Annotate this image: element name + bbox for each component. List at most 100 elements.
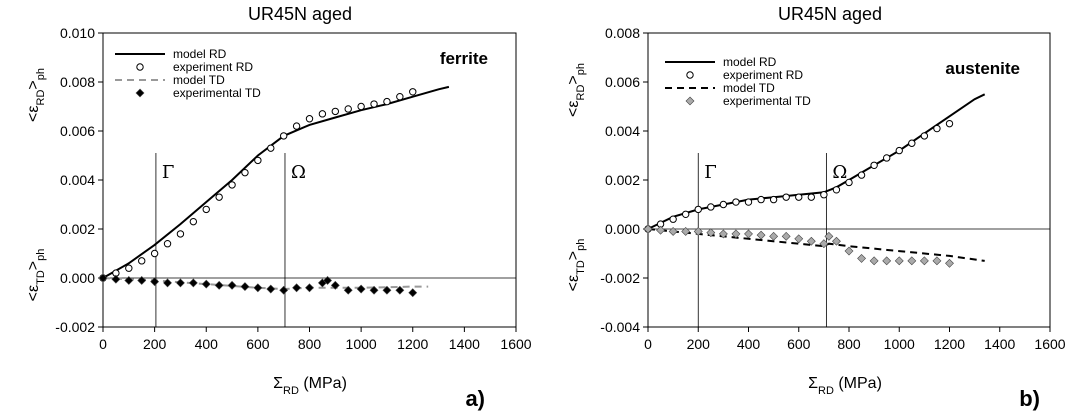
data-point	[908, 139, 916, 147]
marker-label: Ω	[832, 162, 847, 183]
data-point	[323, 276, 332, 285]
data-point	[343, 285, 353, 295]
x-tick-label: 0	[644, 336, 652, 352]
data-point	[757, 195, 765, 204]
data-point	[409, 88, 417, 96]
data-point	[253, 283, 263, 293]
legend-label: experimental TD	[723, 94, 811, 108]
x-tick-label: 1400	[984, 336, 1015, 352]
data-point	[945, 119, 954, 128]
data-point	[882, 154, 891, 162]
x-tick-label: 1000	[884, 336, 915, 352]
series-filled-diamond	[643, 224, 954, 268]
data-point	[176, 230, 185, 238]
data-point	[305, 115, 314, 123]
y-tick-label: 0.010	[60, 25, 95, 41]
y-tick-label: -0.002	[55, 319, 95, 335]
y-tick-label: 0.006	[605, 74, 640, 90]
legend-symbol	[685, 96, 695, 106]
data-point	[396, 93, 404, 101]
data-point	[832, 236, 841, 246]
y-tick-label: 0.000	[60, 270, 95, 286]
y-axis-label-top: <εRD>ph	[565, 63, 587, 117]
data-point	[356, 284, 366, 294]
data-point	[137, 276, 147, 285]
chart-title: UR45N aged	[248, 4, 352, 24]
data-point	[408, 288, 418, 298]
x-tick-label: 1200	[934, 336, 965, 352]
x-tick-label: 200	[143, 336, 167, 352]
data-point	[370, 100, 378, 108]
data-point	[794, 234, 804, 244]
data-point	[111, 274, 121, 284]
data-point	[781, 231, 791, 241]
chart-panel-0: 0 200 400 600 800 1000 1200 1400 1600 -0.002 0.000…	[25, 4, 532, 411]
data-point	[188, 278, 198, 288]
legend-marker	[135, 88, 145, 98]
data-point	[869, 256, 879, 266]
y-tick-label: 0.008	[60, 74, 95, 90]
data-point	[643, 224, 653, 234]
legend-symbol	[135, 88, 145, 98]
data-point	[933, 124, 941, 133]
data-point	[806, 236, 816, 246]
data-point	[693, 227, 703, 236]
data-point	[782, 193, 790, 201]
data-point	[98, 273, 108, 283]
data-point	[795, 193, 803, 201]
data-point	[266, 284, 276, 294]
series-open-circle	[99, 88, 417, 282]
series-line	[102, 85, 450, 279]
y-axis-label-bottom: <εTD>ph	[25, 249, 47, 302]
legend-symbol	[686, 71, 694, 79]
x-tick-label: 800	[837, 336, 861, 352]
x-axis-label: ΣRD (MPa)	[273, 375, 347, 397]
legend-label: model TD	[723, 81, 775, 95]
data-point	[694, 205, 702, 214]
phase-label: austenite	[945, 59, 1020, 78]
data-point	[357, 102, 365, 111]
legend-label: model RD	[173, 47, 227, 61]
data-point	[267, 144, 275, 152]
x-tick-label: 1600	[500, 336, 531, 352]
y-tick-label: 0.004	[60, 172, 95, 188]
data-point	[845, 178, 853, 187]
data-point	[382, 285, 392, 295]
data-point	[138, 257, 146, 265]
legend-marker	[685, 96, 695, 106]
panel-label: a)	[465, 386, 485, 411]
data-point	[228, 181, 236, 189]
y-tick-label: 0.002	[60, 221, 95, 237]
data-point	[769, 231, 779, 241]
x-tick-label: 1400	[449, 336, 480, 352]
data-point	[369, 285, 379, 295]
data-point	[882, 256, 892, 266]
data-point	[201, 279, 211, 289]
y-tick-label: 0.004	[605, 123, 640, 139]
legend-label: experimental TD	[173, 86, 261, 100]
data-point	[125, 264, 133, 272]
data-point	[681, 210, 690, 219]
data-point	[241, 168, 249, 177]
legend-label: model RD	[723, 55, 777, 69]
data-point	[731, 229, 741, 239]
y-tick-label: 0.006	[60, 123, 95, 139]
phase-label: ferrite	[440, 49, 488, 68]
data-point	[124, 276, 134, 285]
data-point	[318, 110, 327, 118]
y-tick-label: -0.004	[600, 319, 640, 335]
legend-label: experiment RD	[723, 68, 803, 82]
y-tick-label: -0.002	[600, 270, 640, 286]
chart-title: UR45N aged	[778, 4, 882, 24]
data-point	[857, 171, 866, 179]
data-point	[807, 193, 816, 201]
y-tick-label: 0.000	[605, 221, 640, 237]
data-point	[669, 215, 677, 223]
x-tick-label: 400	[737, 336, 761, 352]
data-point	[706, 228, 716, 238]
data-point	[150, 277, 160, 287]
series-solid	[102, 85, 450, 279]
data-point	[656, 225, 665, 235]
data-point	[718, 229, 728, 239]
